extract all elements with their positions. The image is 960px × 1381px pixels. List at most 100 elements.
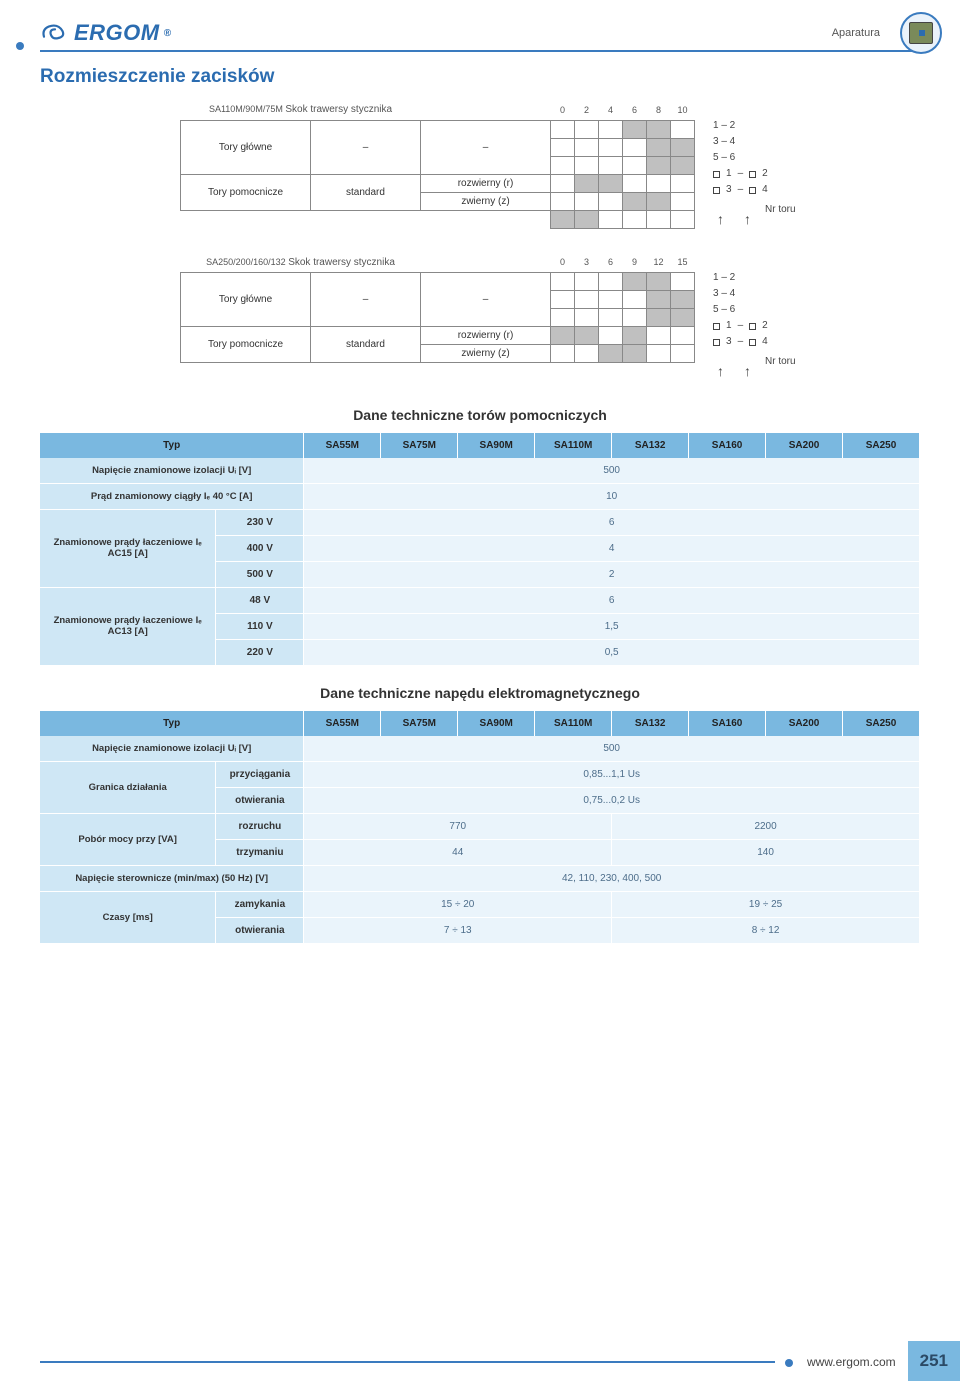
term2-scale-3: 9 — [623, 254, 647, 272]
term2-title: SA250/200/160/132 — [206, 257, 286, 267]
term1-scale-3: 6 — [623, 102, 647, 120]
row-sublabel: 48 V — [216, 587, 304, 613]
row-label: Napięcie znamionowe izolacji Uᵢ [V] — [40, 458, 304, 484]
row-sublabel: 110 V — [216, 613, 304, 639]
page: ERGOM ® Aparatura Rozmieszczenie zaciskó… — [0, 0, 960, 1381]
term1-scale-4: 8 — [647, 102, 671, 120]
footer-url: www.ergom.com — [807, 1355, 896, 1369]
row-sublabel: przyciągania — [216, 761, 304, 787]
terminal-table-1: SA110M/90M/75M Skok trawersy stycznika 0… — [180, 102, 695, 229]
row-group-label: Pobór mocy przy [VA] — [40, 813, 216, 865]
term1-title: SA110M/90M/75M — [209, 104, 283, 114]
row-value: 0,75...0,2 Us — [304, 787, 920, 813]
term2-aux-label: Tory pomocnicze — [181, 326, 311, 362]
legend-row: 5 – 6 — [713, 150, 813, 166]
legend-row: 1 – 2 — [713, 270, 813, 286]
row-value: 500 — [304, 736, 920, 762]
col-h: SA132 — [612, 711, 689, 736]
page-header: ERGOM ® Aparatura — [40, 20, 920, 52]
row-group-label: Granica działania — [40, 761, 216, 813]
term1-scale-2: 4 — [599, 102, 623, 120]
row-value: 2 — [304, 561, 920, 587]
legend-nr: Nr toru — [765, 354, 796, 370]
term2-aux-val: standard — [311, 326, 421, 362]
aux-title: Dane techniczne torów pomocniczych — [40, 407, 920, 423]
col-h: SA75M — [381, 711, 458, 736]
table-row: Znamionowe prądy łaczeniowe Iₑ AC15 [A]2… — [40, 509, 920, 535]
row-label: Napięcie znamionowe izolacji Uᵢ [V] — [40, 736, 304, 762]
decorative-dot — [16, 42, 24, 50]
term2-main-label: Tory główne — [181, 272, 311, 326]
col-h: SA132 — [612, 433, 689, 458]
row-group-label: Znamionowe prądy łaczeniowe Iₑ AC13 [A] — [40, 587, 216, 665]
term2-scale-2: 6 — [599, 254, 623, 272]
category-icon — [900, 12, 942, 54]
col-typ: Typ — [40, 711, 304, 736]
row-sublabel: zamykania — [216, 891, 304, 917]
col-h: SA110M — [535, 433, 612, 458]
row-value: 0,5 — [304, 639, 920, 665]
row-sublabel: 230 V — [216, 509, 304, 535]
term1-type-z: zwierny (z) — [421, 192, 551, 210]
col-h: SA200 — [766, 711, 843, 736]
aux-data-table: Typ SA55M SA75M SA90M SA110M SA132 SA160… — [40, 433, 920, 665]
logo-swirl-icon — [40, 22, 70, 44]
row-sublabel: otwierania — [216, 917, 304, 943]
legend-row: 1 – 2 — [713, 118, 813, 134]
col-h: SA55M — [304, 433, 381, 458]
row-sublabel: 500 V — [216, 561, 304, 587]
brand-logo: ERGOM ® — [40, 20, 172, 46]
term2-scale-1: 3 — [575, 254, 599, 272]
col-h: SA160 — [689, 433, 766, 458]
row-label: Prąd znamionowy ciągły Iₑ 40 °C [A] — [40, 483, 304, 509]
drive-title: Dane techniczne napędu elektromagnetyczn… — [40, 685, 920, 701]
term2-subtitle: Skok trawersy stycznika — [288, 257, 395, 268]
col-h: SA200 — [766, 433, 843, 458]
category-label: Aparatura — [832, 27, 880, 39]
row-value: 4 — [304, 535, 920, 561]
legend-row: 3 – 4 — [713, 134, 813, 150]
row-value: 8 ÷ 12 — [612, 917, 920, 943]
table-row: Czasy [ms]zamykania15 ÷ 2019 ÷ 25 — [40, 891, 920, 917]
legend-nr: Nr toru — [765, 202, 796, 218]
terminal-block-2: SA250/200/160/132 Skok trawersy stycznik… — [40, 254, 920, 382]
row-value: 2200 — [612, 813, 920, 839]
term2-scale-0: 0 — [551, 254, 575, 272]
row-group-label: Czasy [ms] — [40, 891, 216, 943]
page-number: 251 — [908, 1341, 960, 1381]
table-row: Napięcie znamionowe izolacji Uᵢ [V]500 — [40, 736, 920, 762]
row-sublabel: rozruchu — [216, 813, 304, 839]
row-value: 1,5 — [304, 613, 920, 639]
page-footer: www.ergom.com 251 — [0, 1341, 960, 1381]
term1-scale-0: 0 — [551, 102, 575, 120]
term1-aux-label: Tory pomocnicze — [181, 174, 311, 210]
col-h: SA250 — [843, 433, 920, 458]
col-h: SA160 — [689, 711, 766, 736]
term2-scale-4: 12 — [647, 254, 671, 272]
legend-row: 5 – 6 — [713, 302, 813, 318]
row-sublabel: otwierania — [216, 787, 304, 813]
row-value: 6 — [304, 587, 920, 613]
col-h: SA110M — [535, 711, 612, 736]
row-value: 42, 110, 230, 400, 500 — [304, 865, 920, 891]
row-group-label: Znamionowe prądy łaczeniowe Iₑ AC15 [A] — [40, 509, 216, 587]
term2-type-r: rozwierny (r) — [421, 326, 551, 344]
terminal-block-1: SA110M/90M/75M Skok trawersy stycznika 0… — [40, 102, 920, 230]
section-title: Rozmieszczenie zacisków — [40, 66, 920, 88]
term1-type-r: rozwierny (r) — [421, 174, 551, 192]
row-value: 0,85...1,1 Us — [304, 761, 920, 787]
terminal-table-2: SA250/200/160/132 Skok trawersy stycznik… — [180, 254, 695, 363]
col-h: SA90M — [458, 433, 535, 458]
row-sublabel: 220 V — [216, 639, 304, 665]
row-sublabel: 400 V — [216, 535, 304, 561]
table-row: Granica działaniaprzyciągania0,85...1,1 … — [40, 761, 920, 787]
row-value: 44 — [304, 839, 612, 865]
term1-main-label: Tory główne — [181, 120, 311, 174]
table-row: Pobór mocy przy [VA]rozruchu7702200 — [40, 813, 920, 839]
col-h: SA250 — [843, 711, 920, 736]
row-value: 10 — [304, 483, 920, 509]
col-typ: Typ — [40, 433, 304, 458]
term1-scale-5: 10 — [671, 102, 695, 120]
drive-data-table: Typ SA55M SA75M SA90M SA110M SA132 SA160… — [40, 711, 920, 943]
term2-legend: 1 – 2 3 – 4 5 – 6 1 – 2 3 – 4 ↑↑ Nr toru — [713, 254, 813, 382]
